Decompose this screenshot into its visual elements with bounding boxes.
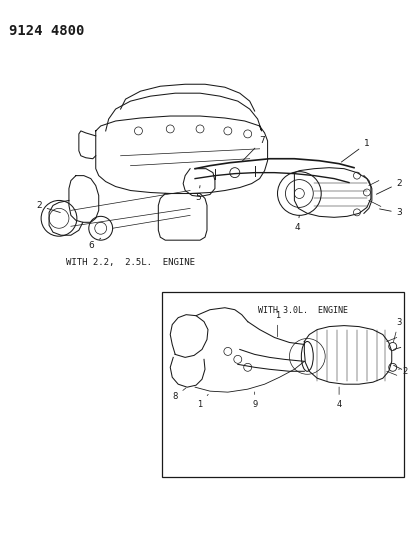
Text: 3: 3 [393,318,402,342]
Text: 1: 1 [275,311,280,337]
Text: 9124 4800: 9124 4800 [9,23,85,38]
Text: 7: 7 [242,136,266,161]
Text: 5: 5 [195,185,201,203]
Text: 8: 8 [173,388,186,401]
Text: 4: 4 [337,387,342,409]
Text: WITH 2.2,  2.5L.  ENGINE: WITH 2.2, 2.5L. ENGINE [66,258,195,267]
Text: 1: 1 [341,139,369,162]
Bar [162,292,404,477]
Text: 2: 2 [399,367,407,376]
Text: 3: 3 [379,208,402,217]
Text: 4: 4 [294,215,300,232]
Text: 6: 6 [89,238,101,250]
Text: 2: 2 [36,201,60,213]
Text: 2: 2 [376,179,402,194]
Text: 1: 1 [197,394,208,409]
Text: WITH 3.0L.  ENGINE: WITH 3.0L. ENGINE [258,306,348,314]
Text: 9: 9 [252,392,257,409]
